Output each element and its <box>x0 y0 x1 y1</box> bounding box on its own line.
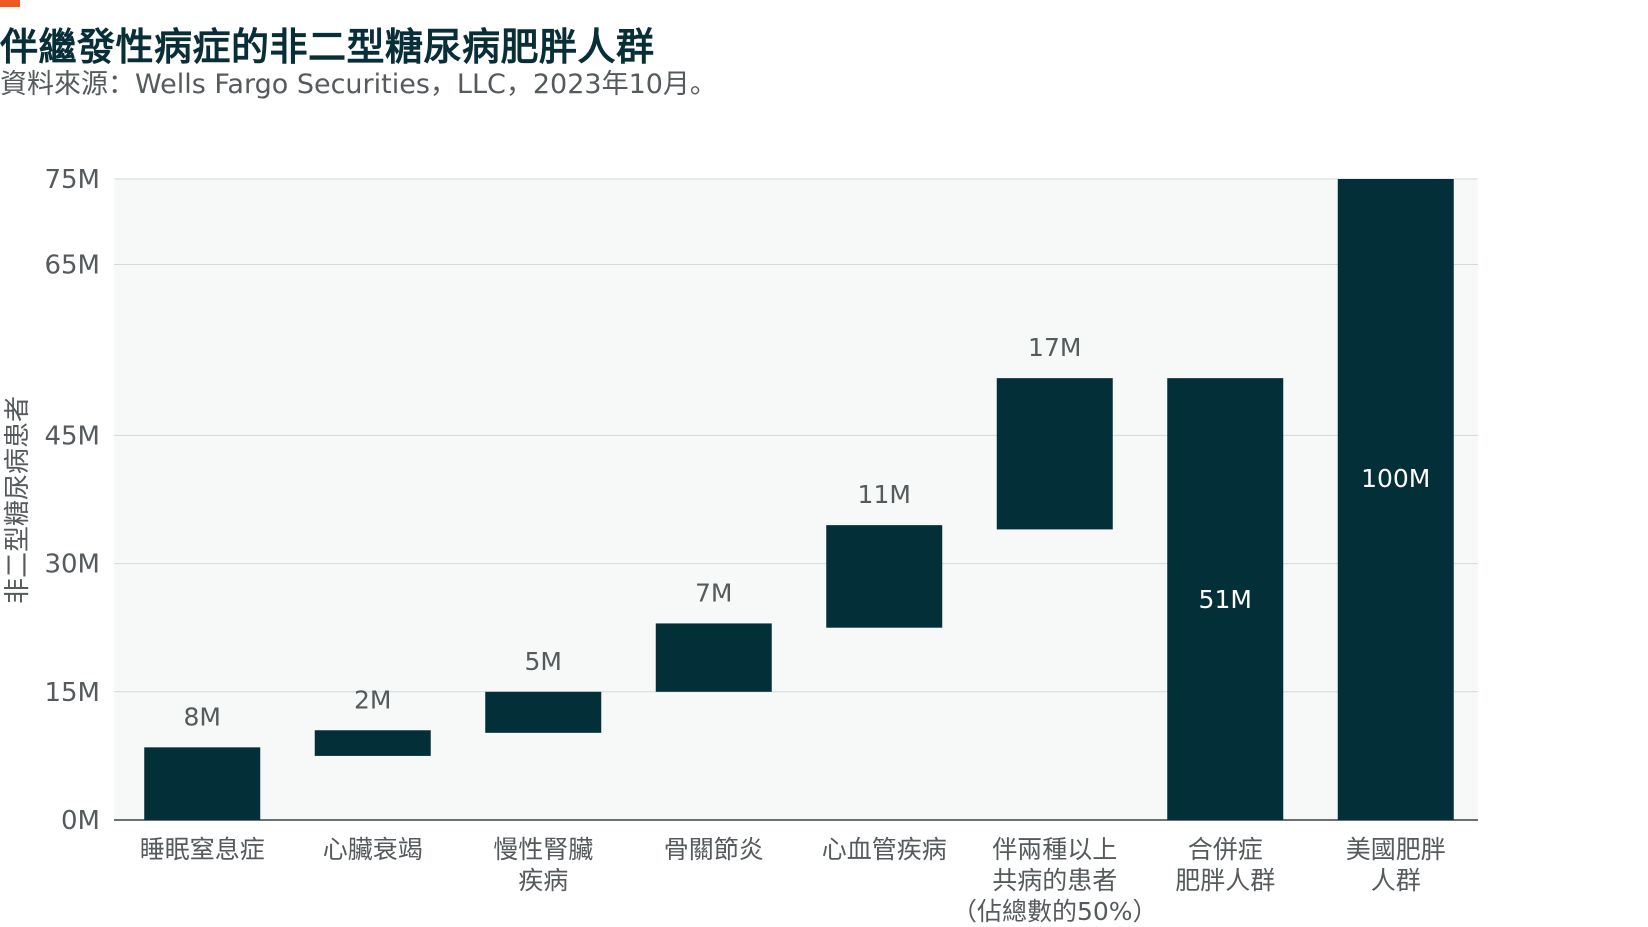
x-tick-label: 心臟衰竭 <box>323 835 423 864</box>
bar <box>1337 179 1454 820</box>
y-tick-label: 65M <box>44 250 100 280</box>
y-tick-label: 75M <box>44 165 100 195</box>
y-tick-label: 45M <box>44 421 100 451</box>
x-tick-label: 骨關節炎 <box>664 835 764 864</box>
bar-value-label: 51M <box>1199 585 1252 614</box>
x-tick-label: 共病的患者 <box>992 866 1117 895</box>
accent-mark <box>0 0 20 7</box>
bar <box>996 378 1113 530</box>
bar-value-label: 100M <box>1361 464 1430 493</box>
x-tick-label: （佔總數的50%） <box>952 897 1158 926</box>
bar <box>314 730 431 756</box>
x-tick-label: 疾病 <box>518 866 568 895</box>
chart-title: 伴繼發性病症的非二型糖尿病肥胖人群 <box>0 25 655 69</box>
y-tick-label: 30M <box>44 550 100 580</box>
x-tick-label: 伴兩種以上 <box>992 835 1117 864</box>
x-tick-label: 心血管疾病 <box>822 835 947 864</box>
bar <box>655 623 772 692</box>
chart-subtitle: 資料來源：Wells Fargo Securities，LLC，2023年10月… <box>0 69 717 100</box>
x-tick-label: 肥胖人群 <box>1175 866 1275 895</box>
x-tick-label: 睡眠窒息症 <box>140 835 265 864</box>
y-tick-label: 0M <box>61 806 100 836</box>
bar <box>485 691 602 733</box>
x-tick-label: 人群 <box>1371 866 1421 895</box>
bar-value-label: 17M <box>1028 333 1081 362</box>
bar-value-label: 2M <box>354 685 391 714</box>
x-tick-label: 慢性腎臟 <box>493 835 593 864</box>
y-tick-label: 15M <box>44 678 100 708</box>
y-axis-label: 非二型糖尿病患者 <box>3 396 33 604</box>
bar-value-label: 7M <box>695 578 732 607</box>
bar <box>144 747 261 820</box>
x-tick-label: 合併症 <box>1188 835 1263 864</box>
bar-value-label: 5M <box>525 647 562 676</box>
bar <box>1167 378 1284 820</box>
bar <box>826 525 943 628</box>
bar-value-label: 8M <box>184 702 221 731</box>
bar-value-label: 11M <box>858 480 911 509</box>
x-tick-label: 美國肥胖 <box>1346 835 1446 864</box>
